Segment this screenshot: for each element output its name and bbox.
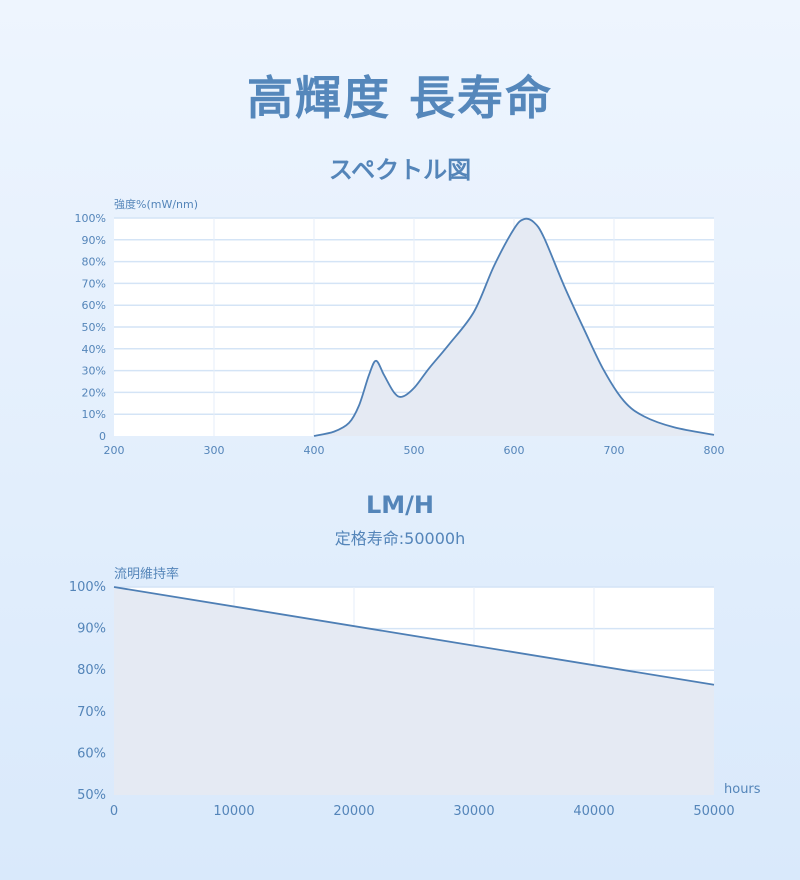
lmh-y-tick-label: 100%: [69, 580, 106, 595]
lmh-series-area: [114, 587, 714, 795]
lmh-x-tick-label: 50000: [693, 804, 734, 819]
spectrum-x-tick-label: 500: [404, 444, 425, 457]
spectrum-chart-title: スペクトル図: [328, 156, 472, 184]
spectrum-x-tick-label: 300: [204, 444, 225, 457]
lmh-y-tick-label: 90%: [77, 622, 106, 637]
lmh-x-tick-label: 40000: [573, 804, 614, 819]
spectrum-x-tick-label: 200: [104, 444, 125, 457]
lmh-y-tick-label: 50%: [77, 788, 106, 803]
spectrum-y-tick-label: 80%: [82, 256, 106, 269]
spectrum-y-tick-label: 90%: [82, 234, 106, 247]
page-title: 高輝度 長寿命: [246, 71, 553, 125]
lmh-y-tick-label: 80%: [77, 663, 106, 678]
lmh-chart-title: LM/H: [365, 491, 435, 519]
lmh-y-axis-label: 流明維持率: [114, 567, 180, 582]
spectrum-x-tick-label: 700: [604, 444, 625, 457]
lmh-series-line: [113, 586, 715, 686]
spectrum-series-line: [313, 217, 715, 437]
spectrum-y-tick-label: 100%: [75, 212, 106, 225]
spectrum-y-tick-label: 20%: [82, 386, 106, 399]
spectrum-y-tick-label: 50%: [82, 321, 106, 334]
lmh-x-tick-label: 20000: [333, 804, 374, 819]
spectrum-series-area: [314, 218, 714, 436]
lmh-y-tick-label: 60%: [77, 746, 106, 761]
spectrum-y-tick-label: 0: [99, 430, 106, 443]
lmh-x-tick-label: 10000: [213, 804, 254, 819]
spectrum-y-axis-label: 強度%(mW/nm): [114, 198, 199, 211]
lmh-y-tick-label: 70%: [77, 705, 106, 720]
lmh-x-axis-label: hours: [724, 782, 761, 797]
lmh-x-tick-label: 30000: [453, 804, 494, 819]
spectrum-y-tick-label: 10%: [82, 408, 106, 421]
lmh-x-tick-label: 0: [110, 804, 118, 819]
rated-life-note: 定格寿命:50000h: [334, 529, 466, 548]
spectrum-y-tick-label: 40%: [82, 343, 106, 356]
spectrum-x-tick-label: 800: [704, 444, 725, 457]
spectrum-x-tick-label: 600: [504, 444, 525, 457]
spectrum-y-tick-label: 30%: [82, 365, 106, 378]
spectrum-x-tick-label: 400: [304, 444, 325, 457]
spectrum-y-tick-label: 70%: [82, 277, 106, 290]
spectrum-y-tick-label: 60%: [82, 299, 106, 312]
